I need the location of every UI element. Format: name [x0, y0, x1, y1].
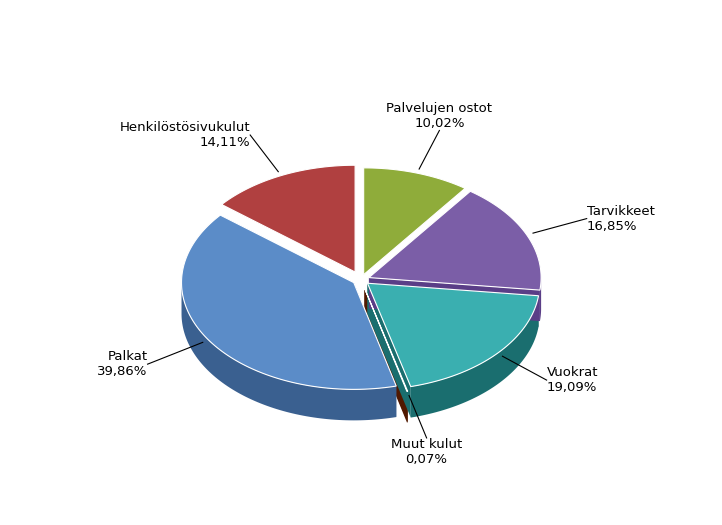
Polygon shape	[540, 278, 541, 321]
Polygon shape	[181, 215, 396, 390]
Polygon shape	[222, 165, 355, 272]
Polygon shape	[367, 283, 539, 386]
Polygon shape	[364, 168, 465, 275]
Polygon shape	[411, 296, 539, 417]
Polygon shape	[354, 282, 396, 417]
Polygon shape	[365, 288, 407, 423]
Text: Muut kulut
0,07%: Muut kulut 0,07%	[391, 438, 462, 466]
Text: Vuokrat
19,09%: Vuokrat 19,09%	[547, 366, 598, 394]
Polygon shape	[367, 283, 539, 327]
Polygon shape	[365, 288, 408, 392]
Polygon shape	[407, 391, 408, 423]
Text: Henkilöstösivukulut
14,11%: Henkilöstösivukulut 14,11%	[120, 121, 251, 149]
Polygon shape	[369, 278, 540, 321]
Polygon shape	[181, 284, 396, 421]
Polygon shape	[365, 288, 408, 422]
Polygon shape	[367, 283, 411, 417]
Polygon shape	[369, 191, 541, 290]
Text: Palkat
39,86%: Palkat 39,86%	[97, 350, 147, 378]
Text: Palvelujen ostot
10,02%: Palvelujen ostot 10,02%	[386, 102, 492, 131]
Text: Tarvikkeet
16,85%: Tarvikkeet 16,85%	[587, 205, 655, 233]
